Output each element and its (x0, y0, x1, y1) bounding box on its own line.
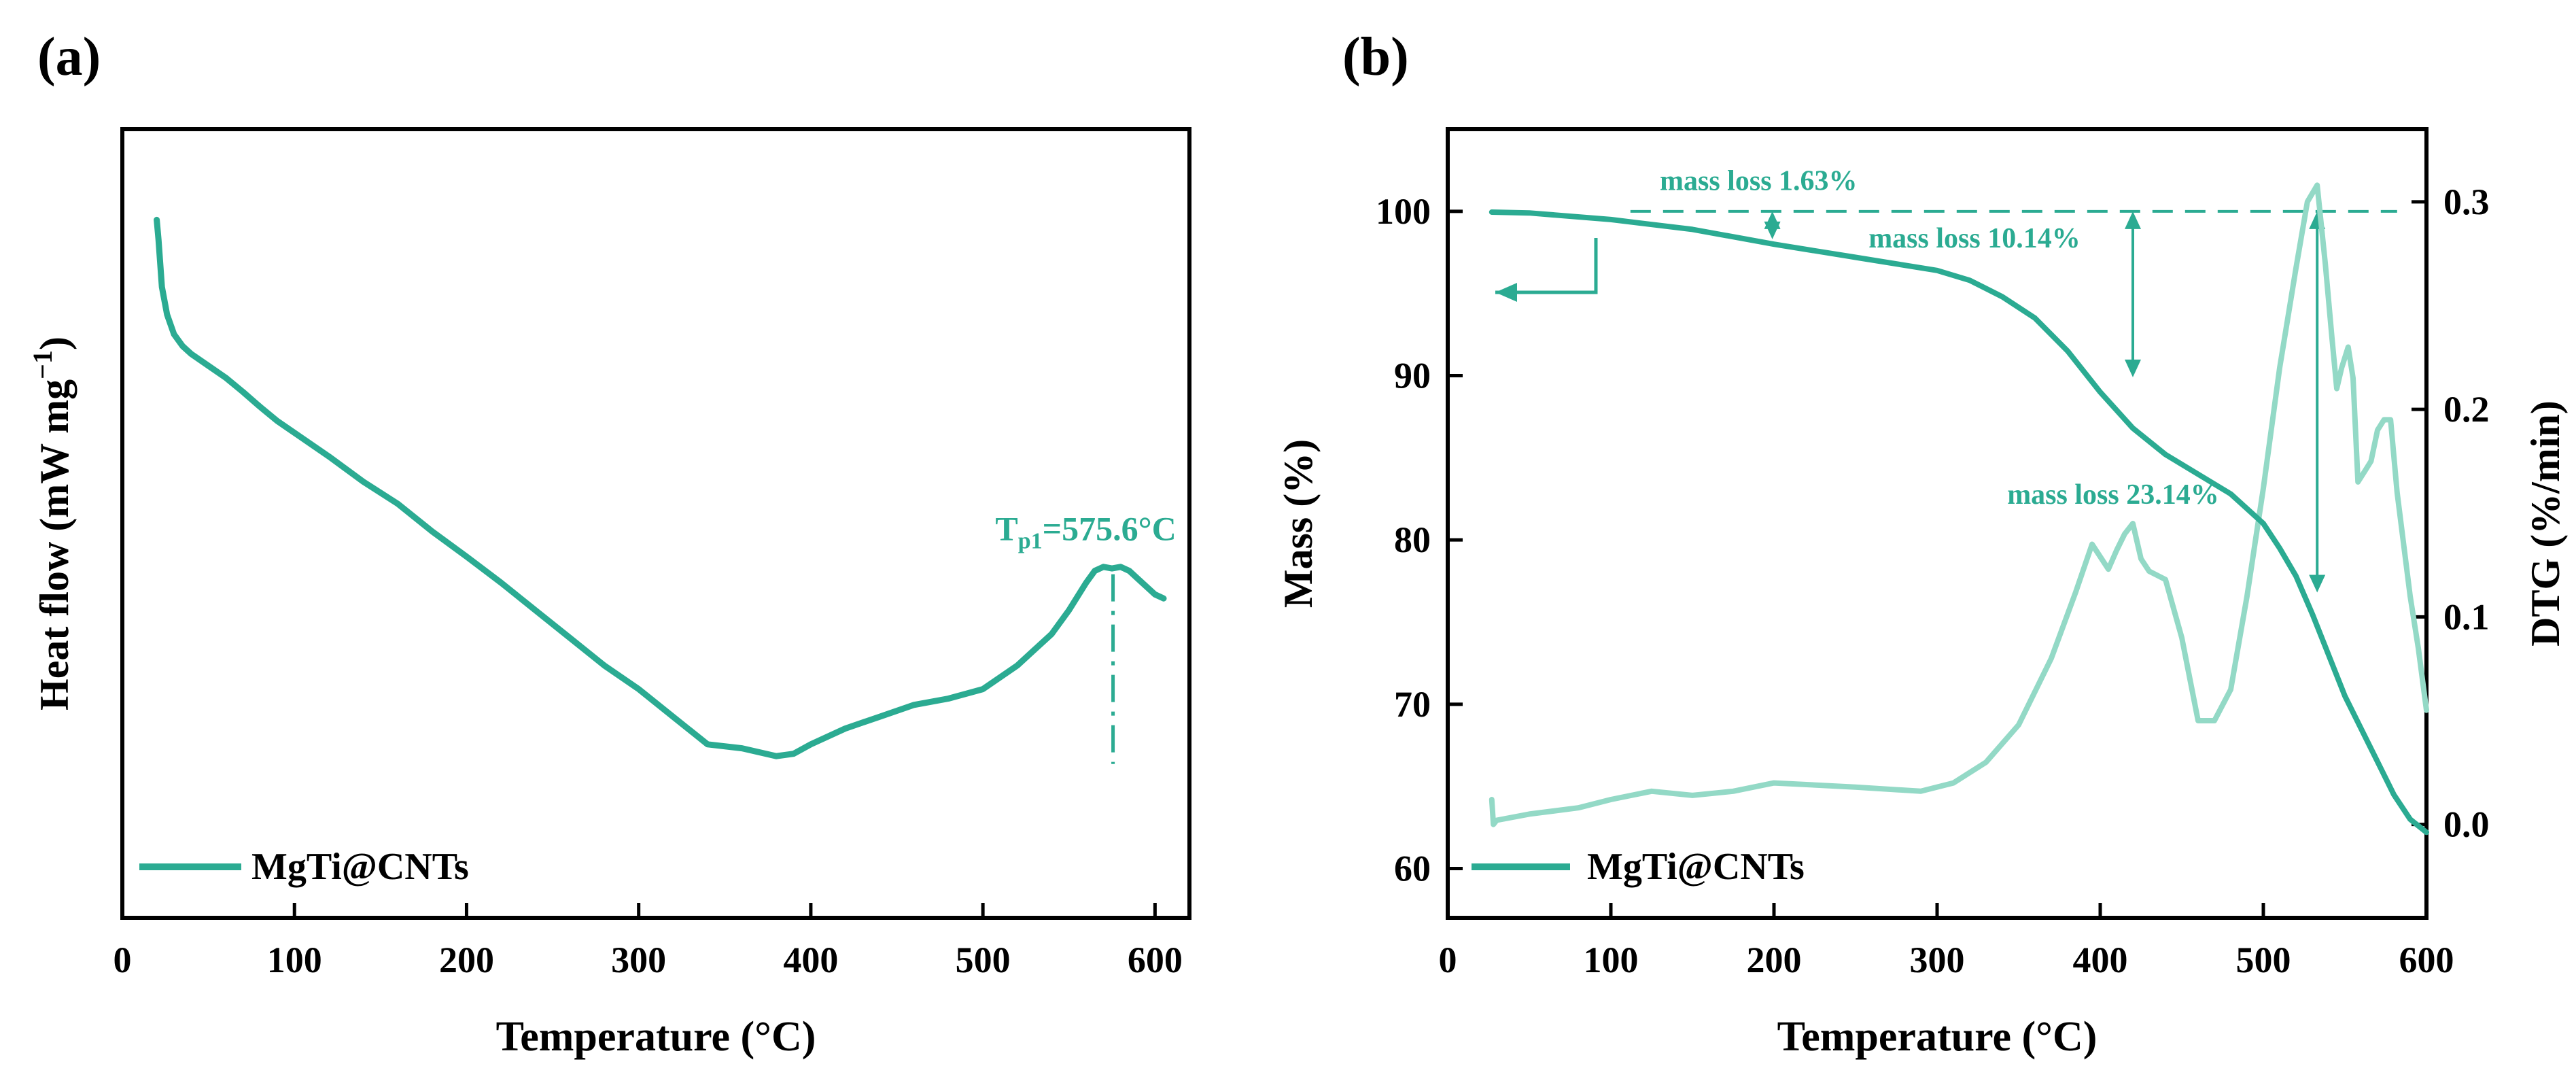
panel-b-arrow-2-head-top (2125, 211, 2141, 229)
panel-b-x-axis-label: Temperature (°C) (1777, 1014, 2098, 1060)
panel-a-y-axis-label: Heat flow (mW mg−1) (27, 337, 77, 710)
panel-b-right-y-tick-label: 0.0 (2443, 804, 2490, 845)
panel-a-peak-annotation: Tp1=575.6°C (995, 510, 1176, 554)
panel-b-left-y-tick-label: 100 (1376, 191, 1431, 232)
panel-b-x-tick-label: 500 (2236, 940, 2291, 980)
panel-b-mass-loss-annotation: mass loss 10.14% (1868, 223, 2081, 254)
panel-b-legend-label: MgTi@CNTs (1587, 846, 1805, 888)
panel-a-x-tick-label: 0 (114, 940, 132, 980)
panel-a-x-tick-label: 400 (783, 940, 838, 980)
panel-a-heat-flow-line (154, 216, 1167, 759)
panel-b-x-tick-label: 0 (1439, 940, 1457, 980)
panel-b-x-tick-label: 300 (1910, 940, 1965, 980)
panel-a-x-tick-label: 100 (267, 940, 322, 980)
panel-b-x-tick-label: 200 (1747, 940, 1802, 980)
panel-b-right-y-tick-label: 0.2 (2443, 389, 2490, 430)
panel-b-left-y-tick-label: 90 (1394, 356, 1431, 396)
panel-b-left-y-tick-label: 70 (1394, 684, 1431, 725)
panel-a-legend-label: MgTi@CNTs (251, 846, 469, 888)
panel-b-x-tick-label: 600 (2399, 940, 2454, 980)
panel-b-arrow-2-head-bottom (2125, 359, 2141, 377)
panel-b-mass-loss-annotation: mass loss 1.63% (1660, 165, 1858, 196)
panel-b-left-y-axis-label: Mass (%) (1276, 439, 1321, 608)
panel-b-left-y-ticks: 60 70 80 90 100 (1376, 191, 1463, 889)
panel-b-arrow-1-head-bottom (1764, 221, 1781, 239)
panel-a-x-axis-label: Temperature (°C) (496, 1014, 816, 1060)
panel-b-x-tick-label: 400 (2073, 940, 2128, 980)
panel-b-annotations: mass loss 1.63% mass loss 10.14% mass loss… (1660, 165, 2219, 511)
panel-b-x-tick-label: 100 (1584, 940, 1639, 980)
panel-b-dtg-line (1489, 182, 2429, 827)
panel-a-plot-frame (120, 127, 1191, 920)
panel-b-left-y-tick-label: 80 (1394, 519, 1431, 560)
panel-b-arrow-3-head-bottom (2309, 574, 2326, 593)
panel-a-series (154, 216, 1167, 759)
panel-a: (a) 0 100 200 300 400 500 600 Tp1=575.6°C MgTi… (27, 27, 1191, 1060)
panel-b-mass-loss-arrows (1764, 211, 2326, 593)
panel-b-right-y-tick-label: 0.3 (2443, 182, 2490, 222)
panel-a-x-ticks: 0 100 200 300 400 500 600 (114, 903, 1183, 980)
panel-b-left-y-tick-label: 60 (1394, 848, 1431, 889)
panel-b-right-y-ticks: 0.0 0.1 0.2 0.3 (2412, 182, 2490, 845)
panel-b-series (1489, 182, 2429, 836)
panel-b-right-y-tick-label: 0.1 (2443, 596, 2490, 637)
panel-a-label: (a) (37, 27, 101, 87)
panel-b-mass-loss-annotation: mass loss 23.14% (2007, 479, 2219, 511)
panel-b-left-axis-indicator-head (1495, 283, 1517, 302)
panel-b-right-y-axis-label: DTG (%/min) (2523, 400, 2568, 647)
panel-a-x-tick-label: 300 (611, 940, 666, 980)
panel-b-mass-line (1489, 209, 2429, 836)
panel-a-x-tick-label: 200 (439, 940, 494, 980)
panel-b-x-ticks: 0 100 200 300 400 500 600 (1439, 903, 2454, 980)
panel-a-x-tick-label: 600 (1128, 940, 1183, 980)
panel-b-left-axis-indicator-arrow (1495, 238, 1598, 294)
panel-b-label: (b) (1342, 27, 1409, 87)
panel-a-x-tick-label: 500 (956, 940, 1011, 980)
